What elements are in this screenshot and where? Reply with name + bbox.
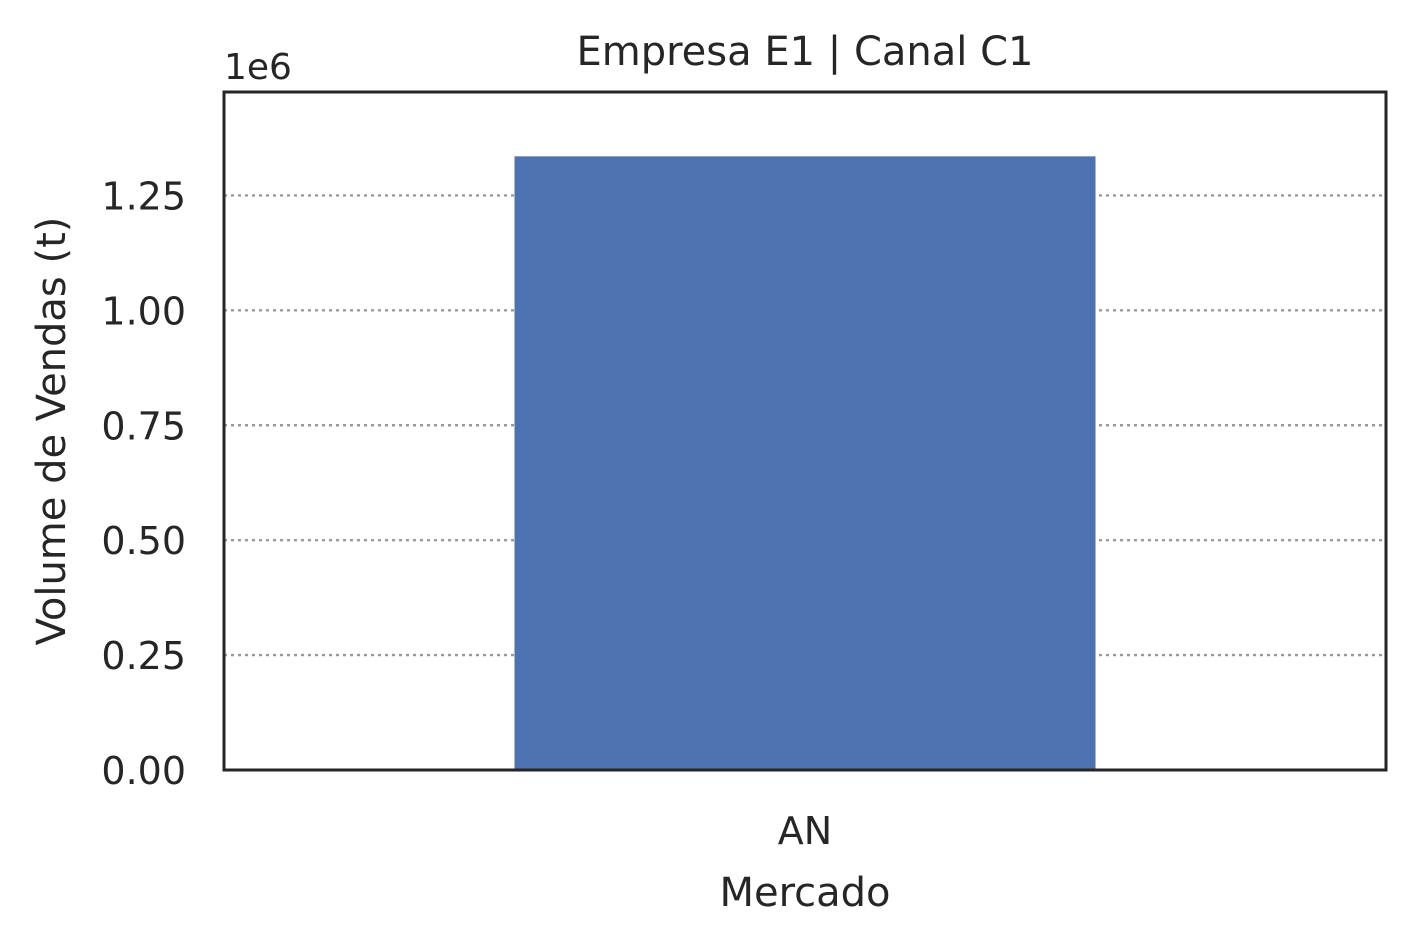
- bar-AN: [514, 156, 1096, 770]
- x-axis-label: Mercado: [719, 870, 890, 916]
- chart-title: Empresa E1 | Canal C1: [576, 29, 1033, 75]
- y-tick-label: 1.00: [101, 289, 186, 333]
- y-tick-label: 0.00: [101, 749, 186, 793]
- plot-frame: [222, 90, 1388, 772]
- x-tick-labels: AN: [778, 809, 832, 853]
- y-tick-labels: 0.00 0.25 0.50 0.75 1.00 1.25: [101, 174, 186, 793]
- y-tick-label: 0.25: [101, 634, 186, 678]
- y-tick-label: 0.50: [101, 519, 186, 563]
- x-tick-label: AN: [778, 809, 832, 853]
- y-tick-label: 1.25: [101, 174, 186, 218]
- y-axis-label: Volume de Vendas (t): [29, 217, 75, 646]
- y-offset-label: 1e6: [224, 47, 292, 88]
- bars: [514, 156, 1096, 770]
- y-tick-label: 0.75: [101, 404, 186, 448]
